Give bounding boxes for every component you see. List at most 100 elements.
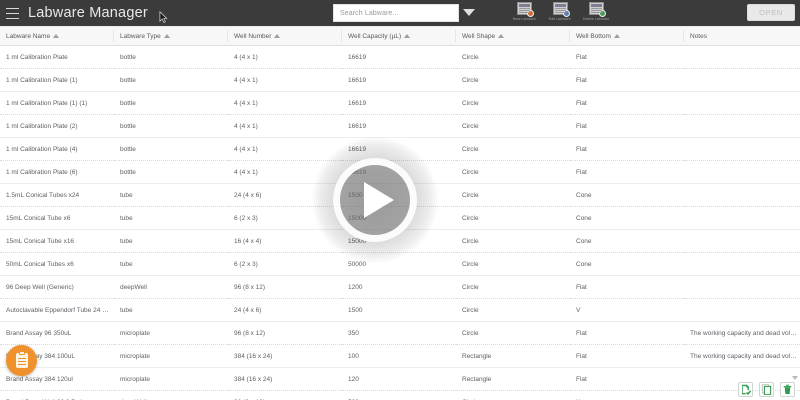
table-row[interactable]: 1 ml Calibration Plate bottle 4 (4 x 1) 166…	[0, 45, 800, 69]
cell-well-bottom: Cone	[570, 229, 684, 253]
check-document-icon	[742, 384, 751, 395]
cell-labware-name: 15mL Conical Tube x6	[0, 206, 114, 230]
hamburger-icon[interactable]	[6, 7, 19, 19]
cell-well-bottom: Cone	[570, 252, 684, 276]
play-button-icon[interactable]	[333, 158, 417, 242]
edit-labware-button[interactable]: Edit Labware	[548, 2, 572, 21]
cell-well-bottom: Flat	[570, 137, 684, 161]
column-header-notes[interactable]: Notes	[684, 26, 800, 46]
cell-well-number: 4 (4 x 1)	[228, 137, 342, 161]
cell-labware-name: 1.5mL Conical Tubes x24	[0, 183, 114, 207]
cell-notes	[684, 160, 800, 184]
labware-table: Labware Name Labware Type Well Number	[0, 26, 800, 400]
cell-labware-type: tube	[114, 229, 228, 253]
search-placeholder: Search Labware...	[340, 9, 399, 17]
cell-labware-name: 1 ml Calibration Plate (1) (1)	[0, 91, 114, 115]
sort-ascending-icon[interactable]	[613, 34, 620, 38]
delete-labware-label: Delete Labware	[582, 16, 610, 21]
column-header-labware-type[interactable]: Labware Type	[114, 26, 228, 46]
table-row[interactable]: Autoclavable Eppendorf Tube 24 Well tube 2…	[0, 298, 800, 322]
table-row[interactable]: Brand Assay 384 100uL microplate 384 (16 x…	[0, 344, 800, 368]
cell-labware-type: tube	[114, 298, 228, 322]
cell-well-shape: Circle	[456, 114, 570, 138]
cell-well-bottom: Flat	[570, 160, 684, 184]
cell-well-shape: Rectangle	[456, 367, 570, 391]
cell-labware-name: 15mL Conical Tube x16	[0, 229, 114, 253]
sort-ascending-icon[interactable]	[274, 34, 281, 38]
cell-well-capacity: 16619	[342, 114, 456, 138]
cell-notes: The working capacity and dead volume...	[684, 321, 800, 345]
cell-labware-type: microplate	[114, 367, 228, 391]
cell-notes	[684, 229, 800, 253]
cell-notes	[684, 252, 800, 276]
cell-well-bottom: Cone	[570, 206, 684, 230]
column-label: Well Number	[234, 32, 272, 40]
cell-well-shape: Circle	[456, 45, 570, 69]
cell-well-bottom: Flat	[570, 367, 684, 391]
open-button[interactable]: OPEN	[747, 4, 795, 21]
column-label: Labware Type	[120, 32, 161, 40]
table-row[interactable]: 1 ml Calibration Plate (1) bottle 4 (4 x 1…	[0, 68, 800, 92]
delete-button[interactable]	[780, 382, 795, 397]
search-input[interactable]: Search Labware...	[333, 4, 459, 22]
cell-well-number: 16 (4 x 4)	[228, 229, 342, 253]
cell-well-number: 384 (16 x 24)	[228, 344, 342, 368]
cell-well-number: 6 (2 x 3)	[228, 252, 342, 276]
table-row[interactable]: 50mL Conical Tubes x6 tube 6 (2 x 3) 50000 C…	[0, 252, 800, 276]
table-row[interactable]: Brand Assay 384 120ul microplate 384 (16 x…	[0, 367, 800, 391]
cell-well-shape: Circle	[456, 298, 570, 322]
labware-table-container: Labware Name Labware Type Well Number	[0, 26, 800, 400]
cell-well-shape: Circle	[456, 252, 570, 276]
cell-well-bottom: Flat	[570, 45, 684, 69]
video-play-overlay[interactable]	[312, 137, 438, 263]
cell-well-shape: Rectangle	[456, 344, 570, 368]
table-row[interactable]: 1 ml Calibration Plate (1) (1) bottle 4 (4…	[0, 91, 800, 115]
cell-labware-type: deepWell	[114, 390, 228, 400]
cell-well-capacity: 1500	[342, 298, 456, 322]
cell-notes	[684, 206, 800, 230]
check-document-button[interactable]	[738, 382, 753, 397]
table-row[interactable]: Brand Assay 96 350uL microplate 96 (8 x 12…	[0, 321, 800, 345]
clipboard-badge[interactable]	[6, 345, 37, 376]
cell-well-shape: Circle	[456, 229, 570, 253]
column-header-well-bottom[interactable]: Well Bottom	[570, 26, 684, 46]
cell-notes	[684, 137, 800, 161]
cell-notes	[684, 298, 800, 322]
table-row[interactable]: 96 Deep Well (Generic) deepWell 96 (8 x 12…	[0, 275, 800, 299]
header-toolbar: New Labware Edit Labware Delete Labware	[512, 2, 610, 21]
column-header-well-capacity[interactable]: Well Capacity (µL)	[342, 26, 456, 46]
cell-well-shape: Circle	[456, 321, 570, 345]
cell-well-capacity: 350	[342, 321, 456, 345]
cell-well-capacity: 16619	[342, 91, 456, 115]
cell-well-bottom: Flat	[570, 91, 684, 115]
sort-ascending-icon[interactable]	[404, 34, 411, 38]
scroll-up-arrow-icon[interactable]	[792, 376, 798, 380]
table-body: 1 ml Calibration Plate bottle 4 (4 x 1) 166…	[0, 45, 800, 400]
cell-labware-type: bottle	[114, 114, 228, 138]
new-labware-button[interactable]: New Labware	[512, 2, 536, 21]
cell-well-capacity: 120	[342, 367, 456, 391]
table-row[interactable]: 1 ml Calibration Plate (2) bottle 4 (4 x 1…	[0, 114, 800, 138]
cell-well-capacity: 16619	[342, 45, 456, 69]
sort-ascending-icon[interactable]	[53, 34, 60, 38]
copy-document-button[interactable]	[759, 382, 774, 397]
cell-labware-type: tube	[114, 252, 228, 276]
cell-well-number: 96 (8 x 12)	[228, 390, 342, 400]
sort-ascending-icon[interactable]	[163, 34, 170, 38]
sort-ascending-icon[interactable]	[498, 34, 505, 38]
cell-labware-name: Brand Assay 96 350uL	[0, 321, 114, 345]
column-header-well-shape[interactable]: Well Shape	[456, 26, 570, 46]
cell-labware-type: bottle	[114, 91, 228, 115]
column-header-labware-name[interactable]: Labware Name	[0, 26, 114, 46]
cell-well-number: 96 (8 x 12)	[228, 321, 342, 345]
table-row[interactable]: Brand Deep Well 96 0.5mLdeepWell96 (8 x …	[0, 390, 800, 400]
column-header-well-number[interactable]: Well Number	[228, 26, 342, 46]
table-row[interactable]: 1 ml Calibration Plate (4) bottle 4 (4 x 1…	[0, 137, 800, 161]
cell-well-number: 4 (4 x 1)	[228, 160, 342, 184]
table-row[interactable]: 1 ml Calibration Plate (6) bottle 4 (4 x 1…	[0, 160, 800, 184]
cell-well-capacity: 50000	[342, 252, 456, 276]
delete-labware-button[interactable]: Delete Labware	[582, 2, 610, 21]
column-label: Notes	[690, 32, 707, 40]
chevron-down-icon[interactable]	[463, 9, 475, 16]
